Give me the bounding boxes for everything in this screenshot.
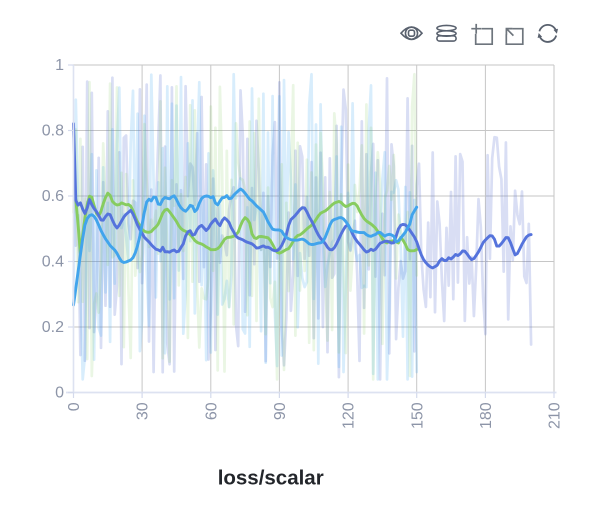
svg-text:210: 210 <box>547 402 564 429</box>
svg-text:0.2: 0.2 <box>42 319 64 336</box>
svg-text:0.8: 0.8 <box>42 123 64 140</box>
svg-text:loss/scalar: loss/scalar <box>218 467 324 490</box>
svg-text:0.4: 0.4 <box>42 254 64 271</box>
svg-text:0: 0 <box>66 402 83 411</box>
svg-text:150: 150 <box>409 402 426 429</box>
svg-text:120: 120 <box>341 402 358 429</box>
svg-text:90: 90 <box>272 402 289 420</box>
svg-text:0.6: 0.6 <box>42 188 64 205</box>
svg-text:0: 0 <box>55 385 64 402</box>
svg-text:60: 60 <box>203 402 220 420</box>
svg-text:1: 1 <box>55 57 64 74</box>
svg-text:180: 180 <box>478 402 495 429</box>
svg-text:30: 30 <box>135 402 152 420</box>
